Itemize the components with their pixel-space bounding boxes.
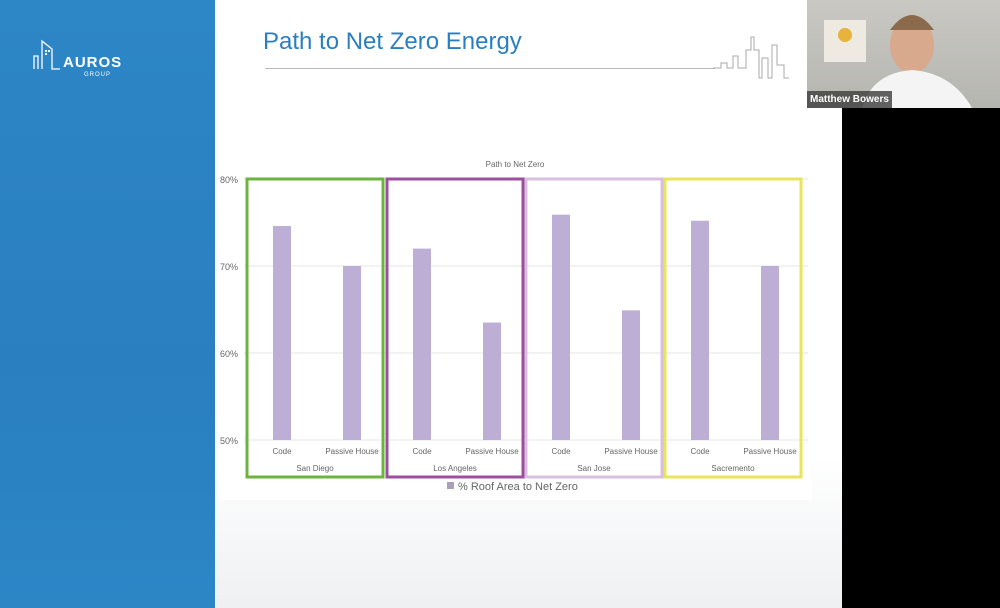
y-tick-label: 60% — [220, 349, 238, 359]
bar — [552, 214, 570, 440]
group-box — [245, 177, 385, 479]
bar — [413, 248, 431, 440]
slide-sidebar: AUROS GROUP — [0, 0, 215, 608]
logo-subtext: GROUP — [83, 72, 111, 78]
bar-chart: Path to Net Zero 50% 60% 70% 80% Code Passive… — [218, 153, 812, 500]
participant-name: Matthew Bowers — [807, 91, 892, 108]
group-box — [663, 177, 803, 479]
skyline-decoration — [713, 36, 789, 79]
slide: Path to Net Zero Energy Path to Net Zero… — [215, 0, 842, 608]
category-label: Passive House — [465, 447, 519, 456]
building-icon — [33, 39, 60, 70]
bar — [691, 220, 709, 440]
category-label: Passive House — [604, 447, 658, 456]
auros-logo: AUROS GROUP — [33, 38, 121, 80]
bar — [343, 266, 361, 440]
category-label: Code — [551, 447, 571, 456]
participant-video[interactable]: Matthew Bowers — [807, 0, 1000, 108]
category-label: Code — [272, 447, 292, 456]
slide-title: Path to Net Zero Energy — [263, 28, 522, 55]
category-label: Code — [412, 447, 432, 456]
bar — [622, 310, 640, 440]
group-label: San Jose — [577, 464, 611, 473]
title-divider — [265, 68, 715, 69]
group-label: Los Angeles — [433, 464, 477, 473]
empty-video-area — [842, 108, 1000, 608]
chart-title: Path to Net Zero — [486, 160, 545, 169]
logo-text: AUROS — [63, 54, 123, 71]
category-label: Passive House — [325, 447, 379, 456]
group-box — [385, 177, 525, 479]
bar — [761, 266, 779, 440]
legend-label: % Roof Area to Net Zero — [458, 481, 578, 493]
y-tick-label: 80% — [220, 175, 238, 185]
group-label: San Diego — [296, 464, 334, 473]
y-tick-label: 70% — [220, 262, 238, 272]
category-label: Code — [690, 447, 710, 456]
group-label: Sacremento — [711, 464, 755, 473]
bar — [273, 225, 291, 440]
category-label: Passive House — [743, 447, 797, 456]
bar — [483, 322, 501, 440]
legend-swatch — [447, 482, 454, 489]
y-tick-label: 50% — [220, 436, 238, 446]
group-box — [524, 177, 664, 479]
